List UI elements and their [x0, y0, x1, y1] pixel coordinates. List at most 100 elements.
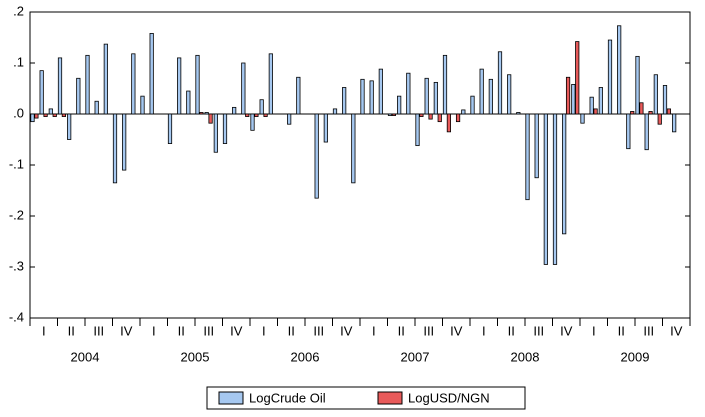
- x-year-label: 2004: [71, 349, 100, 364]
- x-tick-label: I: [482, 323, 486, 338]
- x-tick-label: I: [42, 323, 46, 338]
- bar: [369, 80, 374, 115]
- bar: [666, 108, 672, 115]
- x-year-label: 2009: [621, 349, 650, 364]
- x-year-label: 2006: [291, 349, 320, 364]
- bar: [186, 90, 191, 115]
- bar: [67, 113, 72, 140]
- bar: [419, 113, 424, 117]
- bar: [644, 113, 649, 151]
- x-tick-label: III: [93, 323, 104, 338]
- x-tick-label: III: [643, 323, 654, 338]
- bar: [296, 76, 301, 115]
- bar: [122, 113, 127, 171]
- bar: [199, 112, 204, 115]
- bar: [34, 113, 39, 119]
- bar: [140, 95, 145, 115]
- x-tick-label: IV: [670, 323, 683, 338]
- bar: [250, 113, 255, 131]
- bar: [342, 87, 347, 115]
- bar: [461, 109, 466, 115]
- y-tick-label: .0: [13, 105, 24, 120]
- bar: [424, 77, 429, 115]
- bar: [177, 57, 182, 115]
- bar: [534, 113, 539, 179]
- bar: [48, 108, 53, 115]
- bar: [76, 77, 81, 115]
- bar: [287, 113, 292, 125]
- bar: [378, 68, 383, 115]
- bar: [507, 74, 512, 115]
- bar: [30, 113, 35, 123]
- bar: [351, 113, 356, 184]
- bar: [630, 111, 635, 115]
- x-tick-label: II: [288, 323, 295, 338]
- x-tick-label: I: [262, 323, 266, 338]
- plot-frame: [29, 11, 691, 319]
- bar: [626, 113, 631, 150]
- y-tick-label: -.1: [9, 156, 24, 171]
- bar: [52, 113, 57, 117]
- bar: [571, 84, 576, 115]
- bar: [437, 113, 442, 123]
- y-tick-label: .1: [13, 54, 24, 69]
- bar: [516, 112, 521, 115]
- bar: [85, 54, 90, 115]
- bar: [314, 113, 319, 199]
- bar: [415, 113, 420, 147]
- bar: [94, 100, 99, 115]
- bar: [479, 68, 484, 115]
- bar: [195, 54, 200, 115]
- bar: [497, 51, 503, 115]
- x-tick-label: IV: [120, 323, 133, 338]
- bar: [639, 102, 644, 115]
- x-tick-label: II: [178, 323, 185, 338]
- y-tick-label: .2: [13, 3, 24, 18]
- bar: [580, 113, 585, 124]
- bar: [387, 113, 393, 116]
- bar: [391, 113, 397, 116]
- bar: [254, 113, 259, 117]
- bar: [442, 54, 448, 115]
- bar: [525, 113, 530, 201]
- bar: [43, 113, 48, 117]
- x-tick-label: I: [152, 323, 156, 338]
- bar: [112, 113, 118, 184]
- x-tick-label: II: [398, 323, 405, 338]
- bar: [167, 113, 173, 144]
- bar: [263, 113, 268, 117]
- bar: [617, 25, 622, 115]
- bar: [672, 113, 677, 133]
- bar: [657, 113, 662, 125]
- x-year-label: 2008: [511, 349, 540, 364]
- bar: [455, 113, 461, 123]
- bar: [213, 113, 218, 153]
- legend-box: [206, 386, 526, 410]
- bar: [208, 113, 213, 124]
- x-tick-label: II: [68, 323, 75, 338]
- bar: [598, 87, 603, 115]
- bar: [232, 106, 237, 115]
- bar: [593, 108, 598, 115]
- bar: [57, 57, 63, 115]
- bar: [103, 43, 108, 115]
- bar: [543, 113, 548, 265]
- bar: [332, 108, 338, 115]
- bar: [323, 113, 328, 143]
- bar: [360, 78, 365, 115]
- legend-swatch: [218, 391, 244, 405]
- legend-label: LogUSD/NGN: [408, 390, 490, 405]
- bar: [204, 112, 209, 115]
- legend-label: LogCrude Oil: [249, 390, 326, 405]
- y-tick-label: -.2: [9, 207, 24, 222]
- x-tick-label: II: [508, 323, 515, 338]
- x-tick-label: III: [533, 323, 544, 338]
- bar: [428, 113, 433, 120]
- x-tick-label: II: [618, 323, 625, 338]
- bar: [565, 76, 571, 115]
- bar: [406, 72, 411, 115]
- bar: [653, 74, 658, 115]
- bar: [662, 85, 668, 115]
- bar: [648, 111, 653, 115]
- x-tick-label: I: [372, 323, 376, 338]
